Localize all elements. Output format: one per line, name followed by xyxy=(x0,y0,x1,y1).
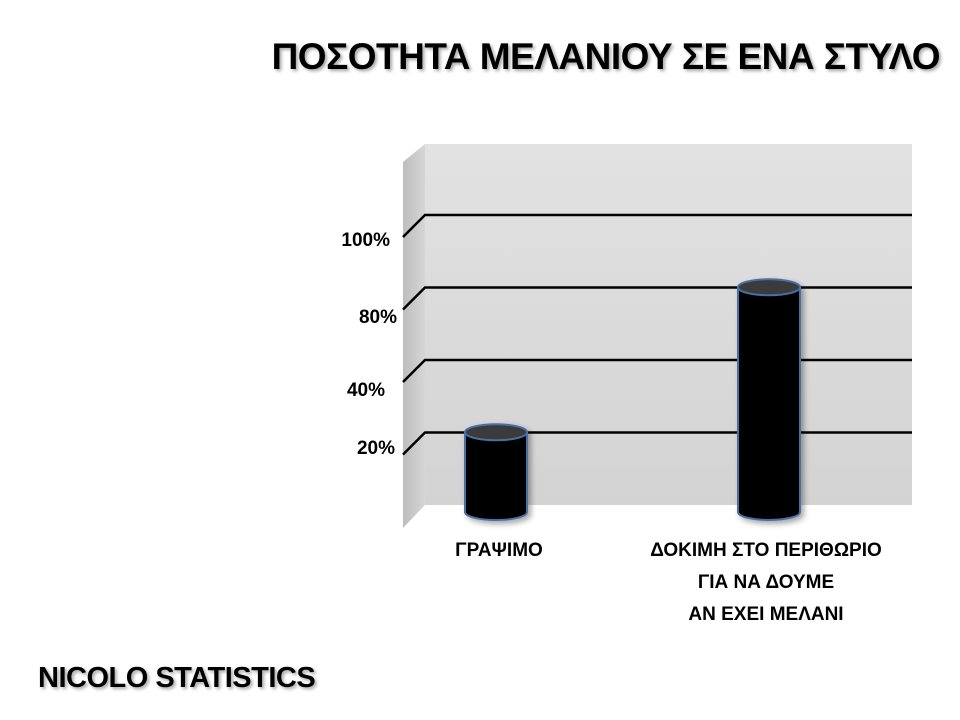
category-label: ΓΡΑΨΙΜΟ xyxy=(455,540,543,561)
bar-top xyxy=(737,278,801,297)
side-wall xyxy=(403,144,425,528)
x-axis-categories: ΓΡΑΨΙΜΟ ΔΟΚΙΜΗ ΣΤΟ ΠΕΡΙΘΩΡΙΟ ΓΙΑ ΝΑ ΔΟΥΜΕ Α… xyxy=(455,540,882,625)
y-tick-label: 40% xyxy=(347,380,385,401)
y-tick-label: 20% xyxy=(357,438,395,459)
chart-title: ΠΟΣΟΤΗΤΑ ΜΕΛΑΝΙΟΥ ΣΕ ΕΝΑ ΣΤΥΛΟ xyxy=(271,36,941,77)
footer-label: NICOLO STATISTICS xyxy=(38,662,316,694)
y-tick-label: 100% xyxy=(341,230,390,251)
bar xyxy=(464,423,528,521)
gridline xyxy=(402,213,912,238)
y-tick-label: 80% xyxy=(359,307,397,328)
category-label: ΑΝ ΕΧΕΙ ΜΕΛΑΝΙ xyxy=(688,604,843,625)
bars xyxy=(464,278,801,521)
category-label: ΔΟΚΙΜΗ ΣΤΟ ΠΕΡΙΘΩΡΙΟ xyxy=(650,540,882,561)
bar-top xyxy=(464,423,528,442)
y-axis-ticks: 20% 40% 80% 100% xyxy=(341,230,397,459)
bar xyxy=(737,278,801,521)
category-label: ΓΙΑ ΝΑ ΔΟΥΜΕ xyxy=(698,572,834,593)
bar-body xyxy=(737,286,801,521)
bar-body xyxy=(464,431,528,521)
